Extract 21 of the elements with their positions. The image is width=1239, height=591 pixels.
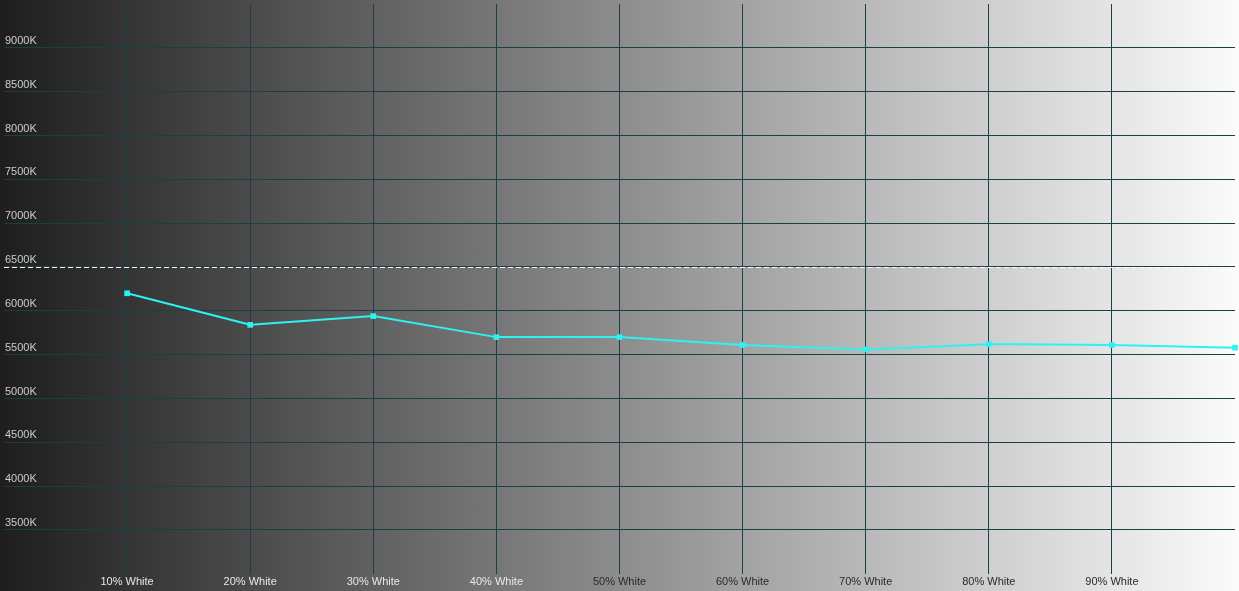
x-tick-label: 50% White [592,575,647,588]
x-tick-label: 30% White [346,575,400,588]
x-tick-label: 40% White [469,575,523,588]
x-tick-label: 10% White [100,575,154,588]
y-tick-label: 8500K [5,77,38,90]
x-tick-label: 20% White [223,575,277,588]
y-tick-label: 5500K [5,340,38,353]
y-tick-label: 9000K [5,33,38,46]
y-tick-label: 8000K [5,121,38,134]
y-tick-label: 7000K [5,209,38,222]
y-tick-label: 4000K [5,472,38,485]
x-tick-label: 70% White [839,575,893,588]
y-tick-label: 3500K [5,516,38,528]
y-tick-label: 4500K [5,428,38,441]
y-tick-label: 7500K [5,165,38,178]
y-tick-label: 6500K [5,253,38,266]
x-tick-label: 90% White [1085,575,1139,588]
x-tick-label: 60% White [716,575,770,588]
x-tick-label: 80% White [962,575,1016,588]
y-tick-label: 6000K [5,296,38,309]
y-tick-label: 5000K [5,384,38,397]
